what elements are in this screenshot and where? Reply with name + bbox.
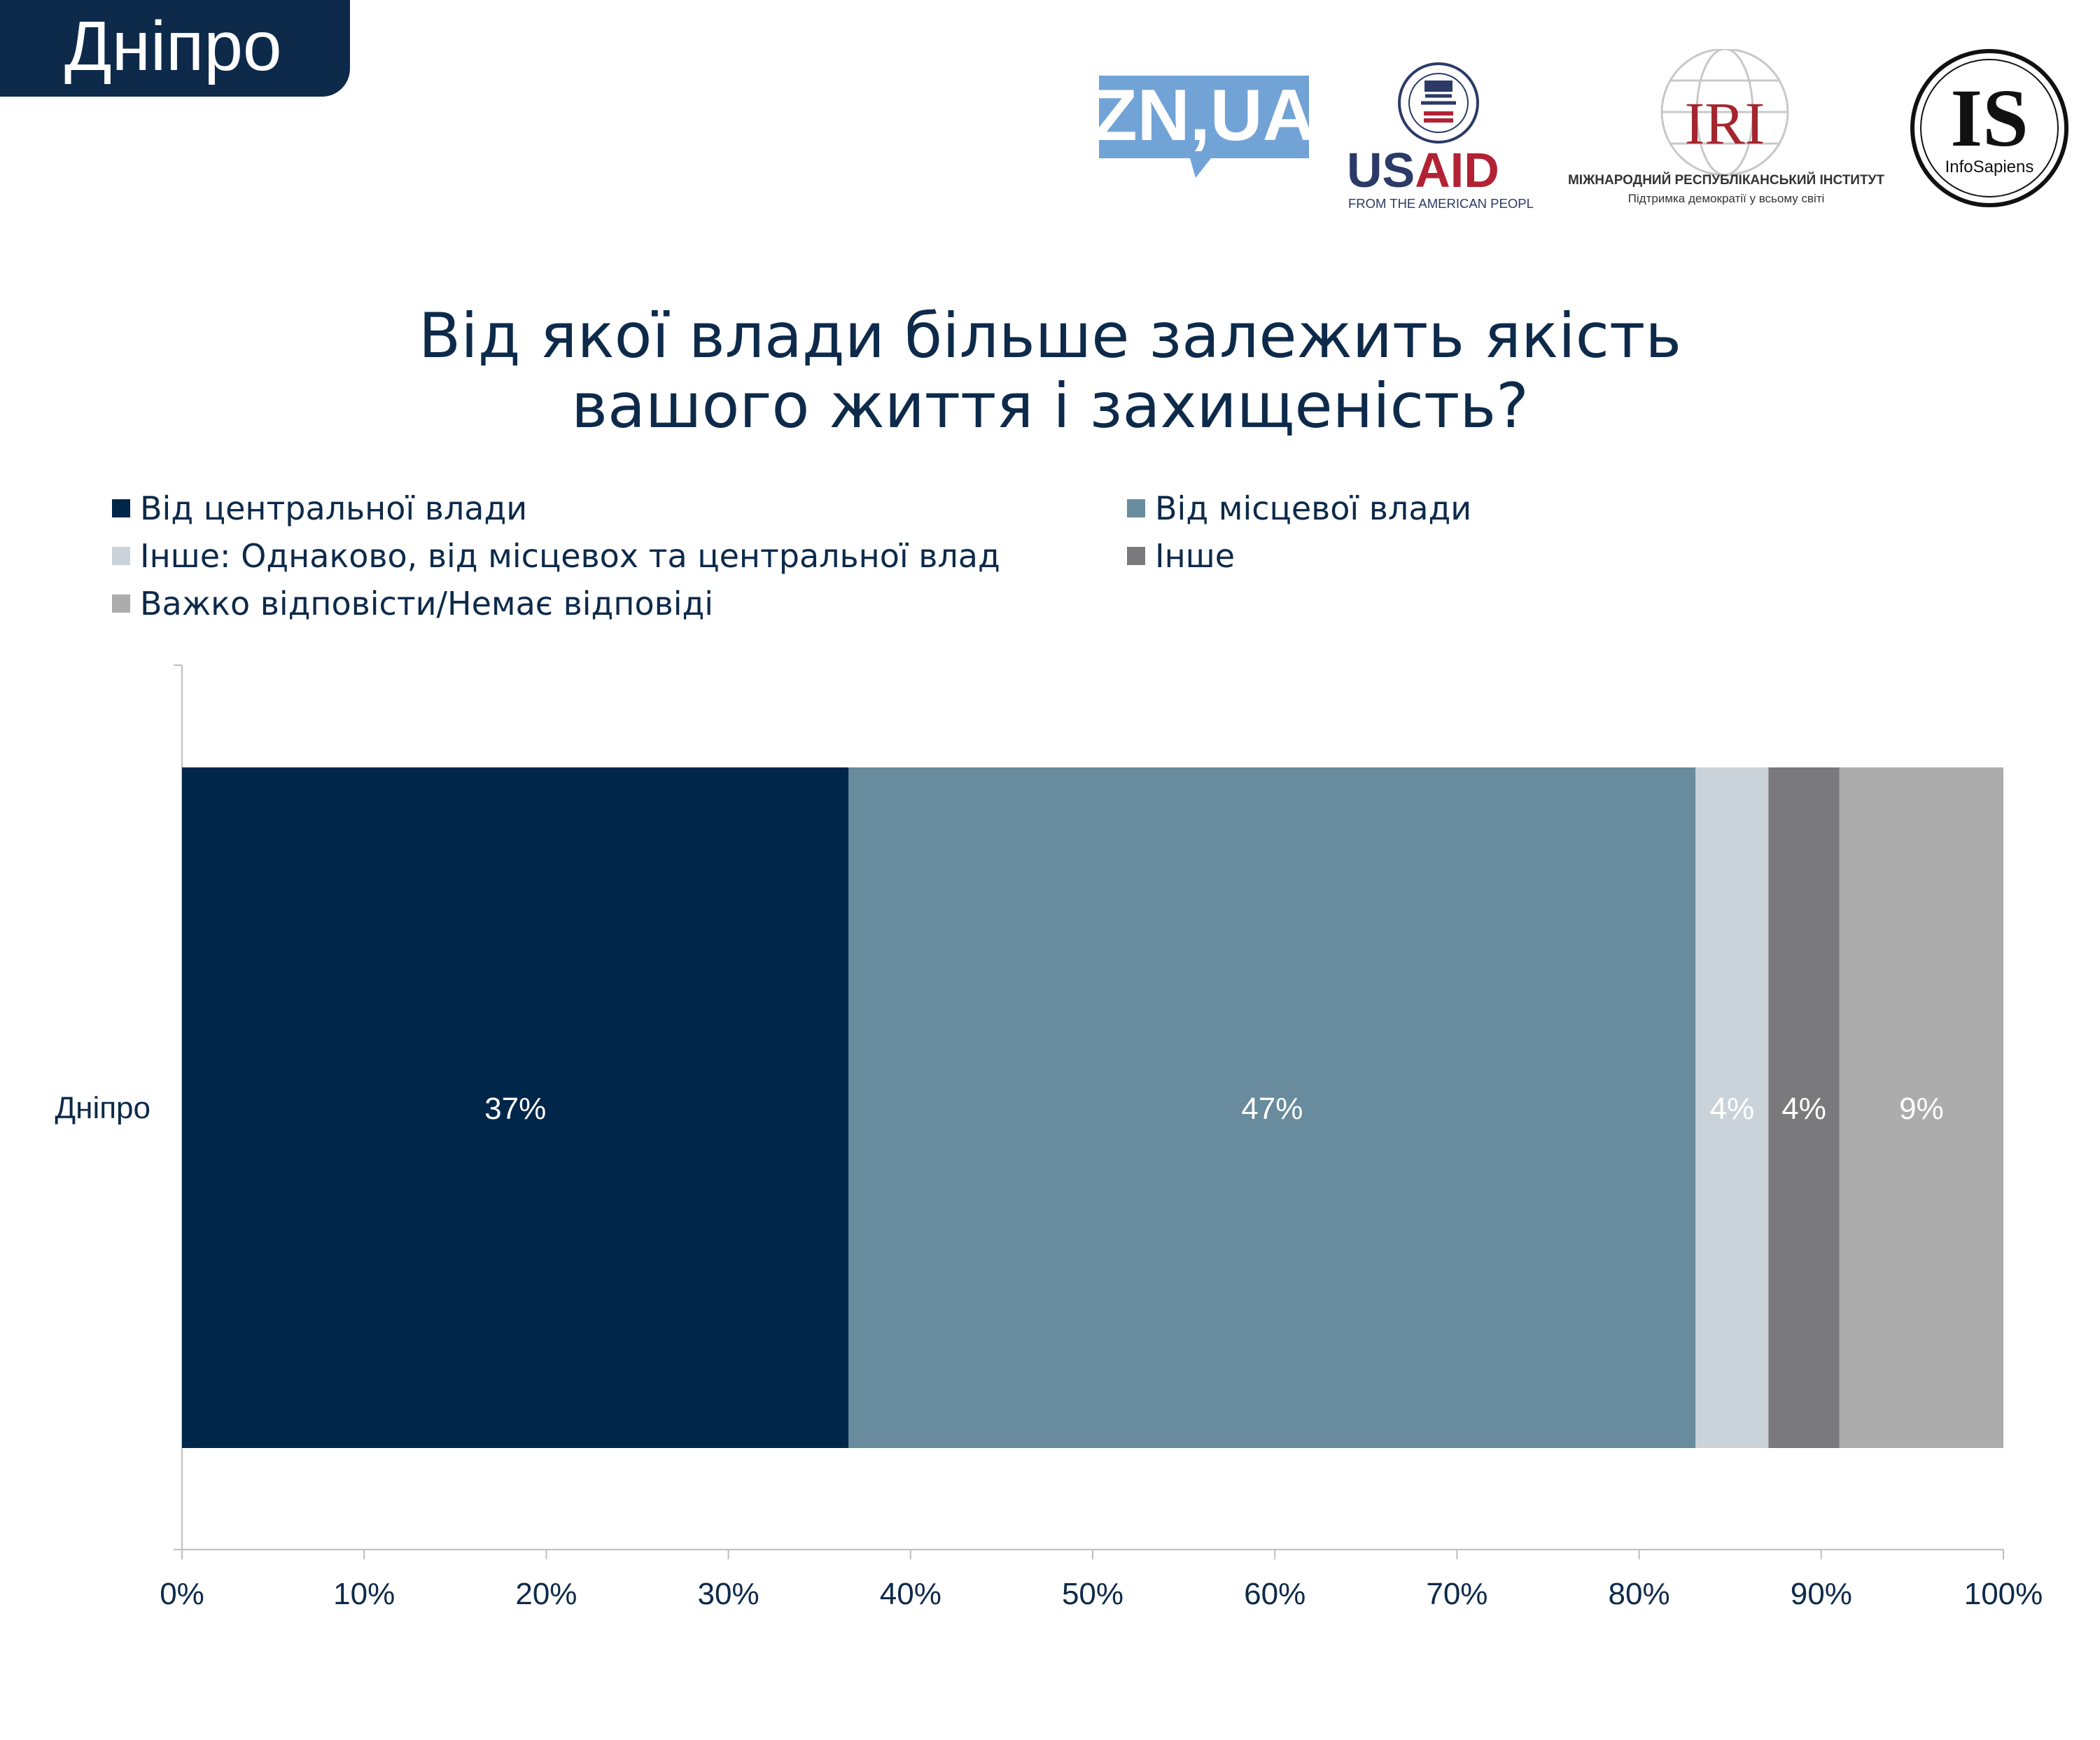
bar-segment [1768, 767, 1840, 1448]
x-tick-label: 20% [515, 1577, 577, 1611]
zn-ua-speech-bubble [1099, 76, 1309, 178]
data-label: 47% [1241, 1092, 1303, 1126]
legend-label: Важко відповісти/Немає відповіді [140, 585, 714, 622]
x-tick-label: 70% [1426, 1577, 1488, 1611]
legend-swatch [112, 547, 130, 565]
usaid-tagline: FROM THE AMERICAN PEOPLE [1348, 196, 1534, 211]
bar-segment [182, 767, 849, 1448]
iri-globe-parallels [1662, 79, 1788, 145]
usaid-seal-stripe-1 [1424, 111, 1453, 116]
iri-logo: IRI МІЖНАРОДНИЙ РЕСПУБЛІКАНСЬКИЙ ІНСТИТУ… [1568, 49, 1884, 205]
legend-item: Від центральної влади [112, 487, 527, 530]
zn-ua-wordmark: ZN,UA [1099, 76, 1309, 156]
legend-item: Інше: Однаково, від місцевох та централь… [112, 534, 1000, 578]
usaid-wordmark: USAID [1347, 143, 1499, 197]
bar-segment [1695, 767, 1769, 1448]
x-tick-label: 100% [1964, 1577, 2043, 1611]
usaid-seal-banner [1424, 81, 1452, 92]
legend-label: Від місцевої влади [1155, 489, 1472, 527]
usaid-seal-ring [1408, 73, 1469, 133]
infosapiens-inner-ring [1920, 59, 2059, 197]
city-tab: Дніпро [0, 0, 350, 97]
x-tick-label: 80% [1609, 1577, 1670, 1611]
legend-label: Інше [1155, 537, 1236, 575]
iri-wordmark: IRI [1685, 90, 1765, 157]
partner-logos: ZN,UA USAID FROM THE AMERICAN PEOPLE IRI… [1092, 42, 2086, 211]
usaid-seal-stripe-2 [1424, 118, 1453, 123]
bar-segment [1839, 767, 2003, 1448]
chart-title: Від якої влади більше залежить якість ва… [0, 301, 2100, 441]
data-label: 9% [1899, 1092, 1944, 1126]
chart-title-line-2: вашого життя і захищеність? [571, 370, 1529, 442]
data-label: 4% [1782, 1092, 1826, 1126]
legend-item: Від місцевої влади [1127, 487, 1471, 530]
infosapiens-mark: IS [1950, 72, 2029, 164]
zn-ua-logo: ZN,UA [1099, 76, 1309, 178]
city-tab-label: Дніпро [64, 7, 282, 85]
x-tick-label: 60% [1244, 1577, 1306, 1611]
data-label: 4% [1710, 1092, 1755, 1126]
infosapiens-logo: IS InfoSapiens [1910, 49, 2068, 207]
iri-tagline: Підтримка демократії у всьому світі [1628, 192, 1825, 205]
x-tick-label: 10% [333, 1577, 395, 1611]
x-tick-label: 90% [1791, 1577, 1852, 1611]
chart-title-line-1: Від якої влади більше залежить якість [418, 300, 1682, 372]
iri-full-name: МІЖНАРОДНИЙ РЕСПУБЛІКАНСЬКИЙ ІНСТИТУТ [1568, 172, 1884, 188]
legend-swatch [1127, 547, 1145, 565]
infosapiens-outer-ring [1910, 49, 2068, 207]
legend-swatch [112, 594, 130, 613]
x-tick-label: 50% [1062, 1577, 1124, 1611]
chart-legend: Від центральної влади Від місцевої влади І… [112, 487, 2072, 641]
legend-swatch [112, 499, 130, 517]
legend-label: Від центральної влади [140, 489, 528, 527]
data-label: 37% [484, 1092, 546, 1126]
bar-segment [848, 767, 1696, 1448]
legend-swatch [1127, 499, 1145, 517]
x-tick-label: 30% [698, 1577, 760, 1611]
legend-item: Інше [1127, 534, 1235, 578]
x-tick-label: 0% [160, 1577, 204, 1611]
legend-item: Важко відповісти/Немає відповіді [112, 582, 713, 625]
handshake-icon [1421, 94, 1456, 105]
usaid-logo: USAID FROM THE AMERICAN PEOPLE [1347, 62, 1534, 211]
category-label: Дніпро [55, 1091, 150, 1125]
infosapiens-wordmark: InfoSapiens [1945, 158, 2034, 176]
x-tick-label: 40% [880, 1577, 941, 1611]
stacked-bar-chart: 0% 10% 20% 30% 40% 50% 60% 70% 80% 90% 100% Дніпро 3… [55, 664, 2043, 1611]
legend-label: Інше: Однаково, від місцевох та централь… [140, 537, 1000, 575]
